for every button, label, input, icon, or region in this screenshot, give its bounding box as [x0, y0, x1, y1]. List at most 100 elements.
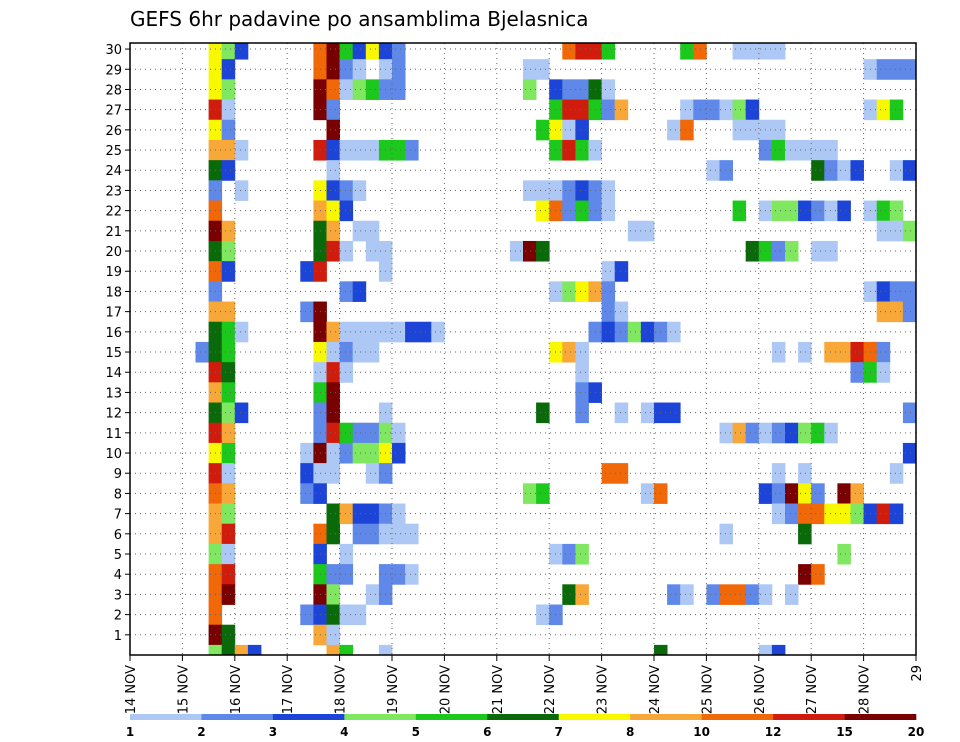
heatmap-cell: [575, 281, 589, 302]
heatmap-cell: [824, 200, 838, 222]
heatmap-cell: [575, 139, 589, 161]
heatmap-cell: [562, 584, 576, 605]
legend-swatch: [344, 714, 417, 720]
heatmap-cell: [339, 644, 354, 656]
heatmap-cell: [811, 422, 825, 444]
heatmap-cell: [614, 463, 629, 484]
heatmap-cell: [326, 402, 340, 424]
heatmap-cell: [889, 59, 904, 80]
heatmap-cell: [221, 402, 236, 424]
heatmap-cell: [850, 341, 864, 363]
y-tick-label: 9: [114, 467, 122, 482]
heatmap-cell: [365, 503, 380, 525]
heatmap-cell: [339, 321, 354, 343]
heatmap-cell: [300, 604, 314, 626]
heatmap-cell: [221, 301, 236, 323]
heatmap-cell: [601, 463, 616, 484]
heatmap-cell: [562, 139, 576, 161]
color-legend: 1 2 3 4 5 6 7 8 10 12 15 20: [126, 714, 924, 739]
heatmap-cell: [601, 321, 616, 343]
heatmap-cell: [824, 139, 838, 161]
heatmap-cell: [562, 281, 576, 302]
y-tick-label: 16: [105, 326, 122, 341]
heatmap-cell: [339, 281, 354, 302]
x-tick-label: 23 NOV: [596, 665, 611, 714]
y-tick-label: 29: [105, 63, 122, 78]
heatmap-cell: [536, 59, 550, 80]
heatmap-cell: [601, 200, 616, 222]
heatmap-cell: [575, 43, 589, 60]
heatmap-cell: [745, 584, 760, 605]
heatmap-cell: [352, 341, 367, 363]
legend-swatch: [558, 714, 631, 720]
y-tick-label: 12: [105, 407, 122, 422]
heatmap-cell: [221, 79, 236, 100]
heatmap-cell: [221, 382, 236, 403]
heatmap-cell: [732, 200, 747, 222]
heatmap-cell: [902, 160, 917, 181]
heatmap-cell: [850, 362, 864, 383]
heatmap-cell: [326, 139, 340, 161]
heatmap-cell: [798, 139, 812, 161]
x-tick-label: 17 NOV: [281, 665, 296, 714]
heatmap-cell: [326, 422, 340, 444]
heatmap-cell: [745, 99, 760, 121]
heatmap-cell: [326, 463, 340, 484]
x-tick-label: 27 NOV: [805, 665, 820, 714]
y-tick-label: 23: [105, 184, 122, 199]
heatmap-cell: [706, 99, 720, 121]
heatmap-cell: [326, 220, 340, 242]
heatmap-cell: [614, 261, 629, 282]
heatmap-cell: [732, 99, 747, 121]
heatmap-cell: [405, 523, 419, 545]
y-tick-label: 13: [105, 386, 122, 401]
heatmap-cell: [640, 402, 655, 424]
heatmap-cell: [509, 240, 524, 262]
heatmap-cell: [562, 79, 576, 100]
heatmap-cell: [889, 99, 904, 121]
heatmap-cell: [326, 523, 340, 545]
y-tick-label: 28: [105, 83, 122, 98]
heatmap-cell: [326, 644, 340, 656]
heatmap-cell: [392, 321, 406, 343]
legend-swatch: [272, 714, 345, 720]
heatmap-cell: [352, 523, 367, 545]
heatmap-cell: [889, 220, 904, 242]
y-tick-label: 11: [105, 427, 122, 442]
legend-label: 4: [340, 725, 348, 739]
y-tick-label: 15: [105, 346, 122, 361]
heatmap-cell: [811, 503, 825, 525]
heatmap-cell: [575, 402, 589, 424]
heatmap-cell: [339, 543, 354, 565]
heatmap-cell: [352, 43, 367, 60]
heatmap-cell: [339, 422, 354, 444]
heatmap-cell: [208, 644, 223, 656]
heatmap-cell: [326, 382, 340, 403]
heatmap-cell: [352, 59, 367, 80]
heatmap-cell: [392, 422, 406, 444]
heatmap-cell: [627, 220, 642, 242]
heatmap-cell: [798, 523, 812, 545]
x-tick-label: 26 NOV: [753, 665, 768, 714]
heatmap-cell: [785, 139, 799, 161]
heatmap-cell: [365, 442, 380, 464]
heatmap-cell: [326, 604, 340, 626]
heatmap-cell: [562, 180, 576, 201]
heatmap-cell: [837, 200, 851, 222]
heatmap-cell: [352, 79, 367, 100]
heatmap-cell: [300, 483, 314, 504]
heatmap-cell: [536, 119, 550, 141]
heatmap-cell: [601, 261, 616, 282]
heatmap-cell: [902, 442, 917, 464]
heatmap-cell: [876, 220, 891, 242]
heatmap-cell: [745, 43, 760, 60]
heatmap-cell: [811, 240, 825, 262]
heatmap-cell: [326, 43, 340, 60]
heatmap-cell: [523, 59, 537, 80]
heatmap-cell: [339, 200, 354, 222]
heatmap-cell: [221, 463, 236, 484]
x-tick-label: 18 NOV: [334, 665, 349, 714]
heatmap-cell: [614, 301, 629, 323]
chart-title: GEFS 6hr padavine po ansamblima Bjelasni…: [130, 7, 589, 31]
heatmap-cell: [575, 543, 589, 565]
